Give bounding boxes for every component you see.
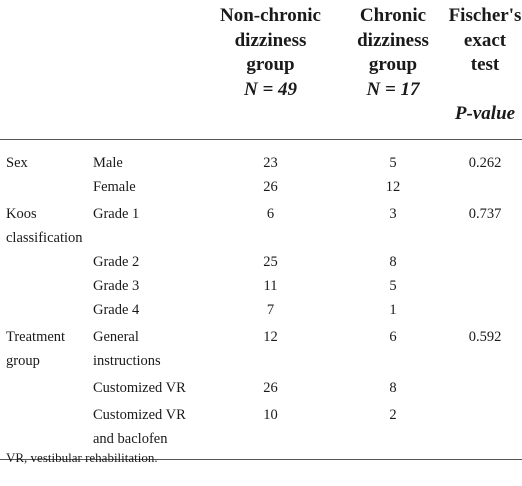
row-subcategory: Grade 1 [93, 205, 140, 222]
row-p-value [448, 274, 522, 298]
table-row: Grade 2 25 8 [0, 250, 522, 274]
row-subcategory: Customized VR [93, 379, 186, 396]
row-category [0, 373, 93, 400]
header-p-value: Fischer's exact test P-value [448, 0, 522, 139]
row-non-chronic-count: 26 [263, 178, 278, 195]
header-p-line4: P-value [454, 103, 516, 124]
header-non-chronic: Non-chronic dizziness group N = 49 [203, 0, 338, 139]
table-row: Sex Male 23 5 0.262 [0, 139, 522, 175]
row-p-value: 0.737 [468, 205, 502, 222]
table-footnote: VR, vestibular rehabilitation. [6, 450, 158, 465]
row-chronic-count: 2 [389, 406, 397, 423]
row-chronic-count: 8 [389, 253, 397, 270]
row-subcategory: Grade 4 [93, 301, 140, 318]
header-non-chronic-line2: dizziness [234, 29, 307, 51]
row-subcategory: Female [93, 178, 136, 195]
row-subcategory: Male [93, 154, 123, 171]
row-non-chronic-count: 6 [266, 205, 275, 222]
results-table: Non-chronic dizziness group N = 49 Chron… [0, 0, 522, 460]
row-chronic-count: 5 [389, 277, 397, 294]
row-non-chronic-count: 26 [263, 379, 278, 396]
row-non-chronic-count: 11 [263, 277, 278, 294]
row-chronic-count: 1 [389, 301, 397, 318]
row-chronic-count: 3 [389, 205, 397, 222]
header-chronic: Chronic dizziness group N = 17 [338, 0, 448, 139]
row-non-chronic-count: 12 [263, 328, 278, 345]
header-p-line1: Fischer's [448, 5, 522, 26]
row-non-chronic-count: 23 [263, 154, 278, 171]
row-p-value: 0.262 [468, 154, 502, 171]
row-non-chronic-count: 7 [266, 301, 275, 318]
table-row: Grade 4 7 1 [0, 298, 522, 322]
row-category: Sex [6, 154, 28, 171]
table-row: Customized VR 26 8 [0, 373, 522, 400]
header-chronic-line2: dizziness [357, 29, 429, 51]
row-chronic-count: 12 [385, 178, 401, 195]
row-p-value [448, 373, 522, 400]
header-row: Non-chronic dizziness group N = 49 Chron… [0, 0, 522, 139]
header-p-line2: exact test [463, 29, 507, 76]
row-category: Treatment group [6, 328, 66, 369]
header-p-line3 [483, 79, 488, 100]
row-p-value: 0.592 [468, 328, 502, 345]
header-non-chronic-n: N = 49 [243, 78, 298, 100]
row-p-value [448, 175, 522, 199]
row-chronic-count: 8 [389, 379, 397, 396]
header-non-chronic-line1: Non-chronic [220, 5, 321, 26]
row-subcategory: General instructions [93, 328, 161, 369]
table-row: Female 26 12 [0, 175, 522, 199]
table-row: Customized VR and baclofen 10 2 [0, 400, 522, 460]
row-non-chronic-count: 10 [263, 406, 278, 423]
row-chronic-count: 6 [389, 328, 397, 345]
row-chronic-count: 5 [389, 154, 397, 171]
row-p-value [448, 400, 522, 460]
header-non-chronic-line3: group [246, 54, 295, 75]
header-chronic-line1: Chronic [359, 5, 427, 26]
row-category: Koos classification [6, 205, 83, 246]
table-row: Treatment group General instructions 12 … [0, 322, 522, 373]
table-row: Koos classification Grade 1 6 3 0.737 [0, 199, 522, 250]
header-chronic-n: N = 17 [366, 78, 420, 100]
row-category [0, 274, 93, 298]
table-row: Grade 3 11 5 [0, 274, 522, 298]
row-category [0, 250, 93, 274]
header-category [0, 0, 93, 139]
row-non-chronic-count: 25 [263, 253, 278, 270]
row-p-value [448, 298, 522, 322]
row-subcategory: Grade 3 [93, 277, 140, 294]
row-subcategory: Grade 2 [93, 253, 140, 270]
row-p-value [448, 250, 522, 274]
row-category [0, 175, 93, 199]
header-subcategory [93, 0, 203, 139]
data-table-container: Non-chronic dizziness group N = 49 Chron… [0, 0, 522, 460]
row-category [0, 298, 93, 322]
header-chronic-line3: group [368, 54, 418, 75]
row-subcategory: Customized VR and baclofen [93, 406, 186, 447]
